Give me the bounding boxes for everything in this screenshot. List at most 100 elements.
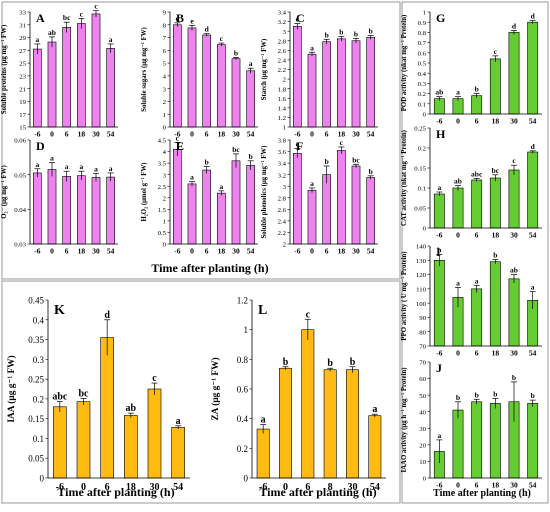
ytick-label-K-5: 0.25 xyxy=(28,375,44,385)
xtick-label-H-3: 18 xyxy=(492,231,500,240)
ytick-label-J-5: 50 xyxy=(419,393,426,400)
xtick-label-E-1: 0 xyxy=(190,247,194,256)
ytick-label-G-9: 0.9 xyxy=(418,20,427,27)
ytick-label-C-3: 1.6 xyxy=(278,96,287,103)
panel-E: c-6a0b6a18bc30b5400.511.522.533.544.5H₂O… xyxy=(141,133,258,256)
ytick-label-A-9: 33 xyxy=(19,10,26,17)
ytick-label-F-5: 3 xyxy=(283,184,287,191)
sig-letter-E-1: a xyxy=(190,173,194,182)
ylabel-H: CAT activity (nkat mg⁻¹ Protein) xyxy=(401,130,408,226)
sig-letter-D-5: a xyxy=(109,164,113,173)
ylabel-L: ZA (μg g⁻¹ FW) xyxy=(210,357,221,420)
ytick-label-I-6: 130 xyxy=(416,258,427,265)
ytick-label-G-2: 0.2 xyxy=(418,91,426,98)
xtick-label-K-0: -6 xyxy=(56,482,64,493)
bar-G-2 xyxy=(471,95,483,115)
ytick-label-E-5: 2.5 xyxy=(158,184,167,191)
ytick-label-B-9: 9 xyxy=(163,10,167,17)
xtick-label-F-0: -6 xyxy=(294,247,300,256)
sig-letter-H-3: bc xyxy=(492,166,500,175)
ytick-label-F-6: 3.2 xyxy=(278,172,286,179)
ytick-label-F-9: 3.8 xyxy=(278,138,287,145)
bar-L-3 xyxy=(323,369,337,479)
bar-C-1 xyxy=(307,53,317,128)
bar-C-4 xyxy=(351,40,361,128)
xtick-label-J-0: -6 xyxy=(436,481,442,490)
ytick-label-H-3: 0.15 xyxy=(414,166,426,173)
ytick-label-L-4: 0.8 xyxy=(237,355,249,365)
bar-K-5 xyxy=(171,427,185,479)
xtick-label-A-0: -6 xyxy=(34,130,40,139)
bar-F-4 xyxy=(351,165,361,245)
bar-K-1 xyxy=(76,401,91,479)
top-xlabel: Time after planting (h) xyxy=(151,261,268,275)
sig-letter-A-3: c xyxy=(80,9,84,18)
panel-letter-L: L xyxy=(258,303,267,318)
ylabel-A: Soluble proteins (μg mg⁻¹ FW) xyxy=(1,25,8,114)
sig-letter-E-3: a xyxy=(219,182,223,191)
ytick-label-E-0: 0 xyxy=(163,242,167,249)
sig-letter-I-4: ab xyxy=(510,266,518,275)
sig-letter-J-1: b xyxy=(456,393,460,402)
sig-letter-F-3: c xyxy=(340,138,344,147)
bar-D-3 xyxy=(77,175,86,245)
bar-G-4 xyxy=(508,32,520,115)
sig-letter-I-2: a xyxy=(475,276,479,285)
bar-D-0 xyxy=(32,172,42,245)
xtick-label-I-0: -6 xyxy=(436,349,442,358)
sig-letter-I-3: b xyxy=(493,251,497,260)
ytick-label-L-5: 1 xyxy=(244,325,249,335)
sig-letter-E-5: b xyxy=(249,152,253,161)
bar-C-0 xyxy=(292,26,302,128)
sig-letter-D-4: a xyxy=(94,164,98,173)
xtick-label-B-5: 54 xyxy=(247,130,255,139)
bar-H-2 xyxy=(471,179,483,229)
sig-letter-L-2: c xyxy=(306,309,311,320)
ytick-label-H-5: 0.25 xyxy=(414,126,426,133)
sig-letter-F-2: b xyxy=(325,157,329,166)
xtick-label-J-3: 18 xyxy=(492,481,500,490)
sig-letter-E-0: c xyxy=(176,133,180,142)
ytick-label-K-1: 0.05 xyxy=(28,454,44,464)
bar-I-0 xyxy=(433,259,445,347)
ytick-label-C-9: 2.8 xyxy=(278,38,287,45)
ytick-label-G-0: 0 xyxy=(423,112,427,119)
xtick-label-E-2: 6 xyxy=(205,247,209,256)
ytick-label-L-2: 0.4 xyxy=(237,414,249,424)
xtick-label-C-2: 6 xyxy=(325,130,329,139)
xtick-label-C-4: 30 xyxy=(352,130,360,139)
bar-I-4 xyxy=(508,278,520,347)
xtick-label-J-1: 0 xyxy=(456,481,460,490)
ytick-label-B-8: 8 xyxy=(163,22,167,29)
ytick-label-G-7: 0.7 xyxy=(418,40,427,47)
bar-D-4 xyxy=(91,177,101,245)
xtick-label-H-0: -6 xyxy=(436,231,442,240)
bar-H-1 xyxy=(452,187,464,229)
bar-E-2 xyxy=(202,169,211,245)
xtick-label-A-2: 6 xyxy=(65,130,69,139)
ytick-label-B-3: 3 xyxy=(163,86,167,93)
bar-I-3 xyxy=(489,261,501,347)
sig-letter-A-0: a xyxy=(35,35,39,44)
panel-L: a -6 b 0 c 6 b 8 b 30 a 54 0 0.2 0.4 0.6 0.8 1 1.2 ZA (μg g… xyxy=(210,296,386,493)
xtick-label-G-0: -6 xyxy=(436,117,442,126)
xtick-label-L-5: 54 xyxy=(370,482,380,493)
xtick-label-G-4: 30 xyxy=(510,117,518,126)
ytick-label-G-1: 0.1 xyxy=(418,101,426,108)
xtick-label-L-3: 8 xyxy=(328,482,333,493)
xtick-label-K-5: 54 xyxy=(173,482,183,493)
bar-A-3 xyxy=(77,23,86,128)
ytick-label-G-6: 0.6 xyxy=(418,50,427,57)
ytick-label-A-0: 15 xyxy=(19,125,26,132)
bottom-mid-xlabel: Time after planting (h) xyxy=(259,485,376,499)
ytick-label-J-4: 40 xyxy=(419,409,426,416)
xtick-label-H-4: 30 xyxy=(510,231,518,240)
ytick-label-F-1: 2.2 xyxy=(278,230,286,237)
xtick-label-F-5: 54 xyxy=(367,247,375,256)
bar-B-2 xyxy=(202,34,211,128)
bar-A-1 xyxy=(47,41,57,128)
bar-L-4 xyxy=(346,369,359,479)
sig-letter-A-1: ab xyxy=(48,28,56,37)
